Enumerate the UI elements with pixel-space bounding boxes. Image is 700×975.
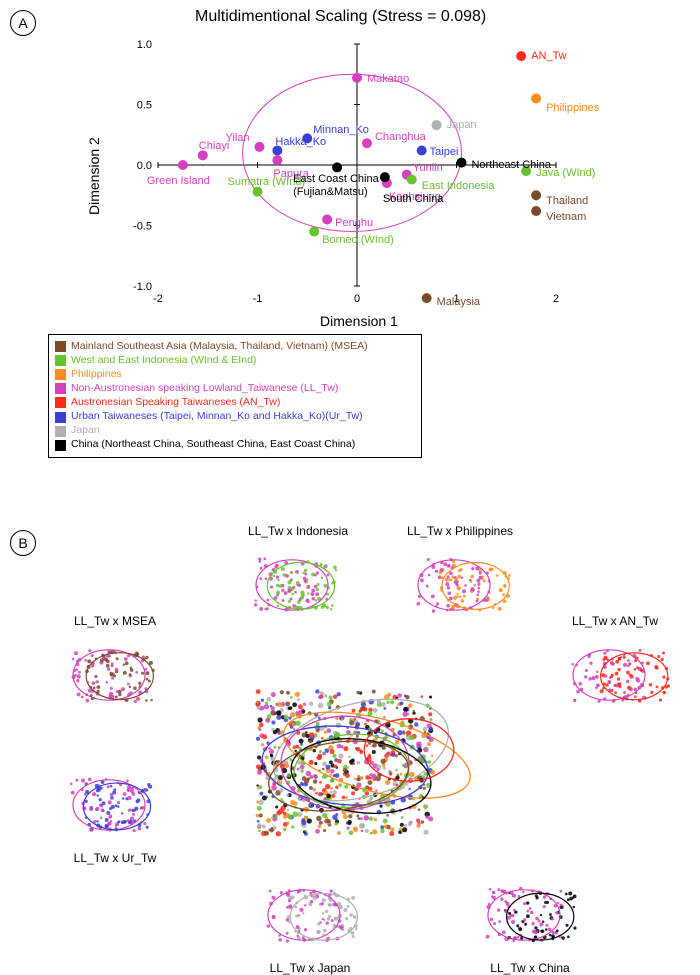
legend-item: Japan [55, 424, 415, 438]
legend-label: Non-Austronesian speaking Lowland_Taiwan… [71, 382, 338, 396]
point-label: Vietnam [546, 211, 586, 223]
mini-plot-title: LL_Tw x AN_Tw [555, 614, 675, 628]
legend-item: West and East Indonesia (WInd & EInd) [55, 354, 415, 368]
legend-label: Austronesian Speaking Taiwaneses (AN_Tw) [71, 396, 280, 410]
legend-label: Japan [71, 424, 100, 438]
legend-label: China (Northeast China, Southeast China,… [71, 438, 355, 452]
legend-item: Philippines [55, 368, 415, 382]
legend: Mainland Southeast Asia (Malaysia, Thail… [48, 334, 422, 458]
svg-text:-1.0: -1.0 [133, 281, 152, 293]
chart-a-xlabel: Dimension 1 [320, 313, 398, 329]
point-label: Borneo (WInd) [322, 234, 394, 246]
point-label: Penghu [335, 217, 373, 229]
panel-b-label: B [10, 530, 36, 556]
mini-plot-title: LL_Tw x MSEA [55, 614, 175, 628]
svg-text:-0.5: -0.5 [133, 221, 152, 233]
svg-text:-2: -2 [153, 293, 163, 305]
point-label: Yunlin [413, 162, 443, 174]
mini-plot-svg [238, 540, 358, 630]
mini-plot-title: LL_Tw x Philippines [400, 524, 520, 538]
legend-item: Mainland Southeast Asia (Malaysia, Thail… [55, 340, 415, 354]
point-label: Malaysia [437, 296, 480, 308]
point-label: Changhua [375, 131, 426, 143]
mini-plot-title: LL_Tw x Ur_Tw [55, 851, 175, 865]
mini-plot-svg [470, 870, 590, 960]
point-label: AN_Tw [531, 50, 566, 62]
mini-plot-title: LL_Tw x Indonesia [238, 524, 358, 538]
point-label: Northeast China [471, 159, 551, 171]
mini-plot-title: LL_Tw x China [470, 961, 590, 975]
mini-plot-svg [400, 540, 520, 630]
point-label: Green Island [147, 175, 210, 187]
legend-swatch [55, 341, 66, 352]
legend-label: Philippines [71, 368, 122, 382]
point-label: Japan [447, 119, 477, 131]
svg-text:-1: -1 [253, 293, 263, 305]
point-label: Hakka_Ko [275, 136, 326, 148]
legend-label: Urban Taiwaneses (Taipei, Minnan_Ko and … [71, 410, 363, 424]
mini-plot-svg [55, 760, 175, 850]
panel-a-label: A [10, 10, 36, 36]
svg-text:1.0: 1.0 [137, 39, 152, 51]
mini-plot-title: LL_Tw x Japan [250, 961, 370, 975]
legend-item: China (Northeast China, Southeast China,… [55, 438, 415, 452]
mini-plot-svg [250, 870, 370, 960]
legend-swatch [55, 440, 66, 451]
legend-item: Austronesian Speaking Taiwaneses (AN_Tw) [55, 396, 415, 410]
point-label: Minnan_Ko [313, 124, 369, 136]
legend-label: West and East Indonesia (WInd & EInd) [71, 354, 256, 368]
svg-text:2: 2 [553, 293, 559, 305]
svg-text:0: 0 [354, 293, 360, 305]
legend-label: Mainland Southeast Asia (Malaysia, Thail… [71, 340, 368, 354]
point-label: East Coast China(Fujian&Matsu) [293, 173, 403, 197]
legend-item: Urban Taiwaneses (Taipei, Minnan_Ko and … [55, 410, 415, 424]
chart-a-title: Multidimentional Scaling (Stress = 0.098… [195, 8, 486, 26]
point-label: Taipei [430, 146, 459, 158]
legend-item: Non-Austronesian speaking Lowland_Taiwan… [55, 382, 415, 396]
mini-plot-svg [55, 630, 175, 720]
chart-a-ylabel: Dimension 2 [86, 137, 102, 215]
legend-swatch [55, 383, 66, 394]
legend-swatch [55, 426, 66, 437]
svg-text:0.5: 0.5 [137, 100, 152, 112]
central-scatter [185, 620, 505, 880]
point-label: Thailand [546, 195, 588, 207]
legend-swatch [55, 412, 66, 423]
legend-swatch [55, 369, 66, 380]
legend-swatch [55, 397, 66, 408]
point-label: Makatao [367, 73, 409, 85]
legend-swatch [55, 355, 66, 366]
svg-text:0.0: 0.0 [137, 160, 152, 172]
page: A Multidimentional Scaling (Stress = 0.0… [0, 0, 700, 951]
point-label: Chiayi [199, 140, 230, 152]
mini-plot-svg [555, 630, 675, 720]
point-label: East Indonesia [422, 180, 495, 192]
point-label: Philippines [546, 102, 599, 114]
